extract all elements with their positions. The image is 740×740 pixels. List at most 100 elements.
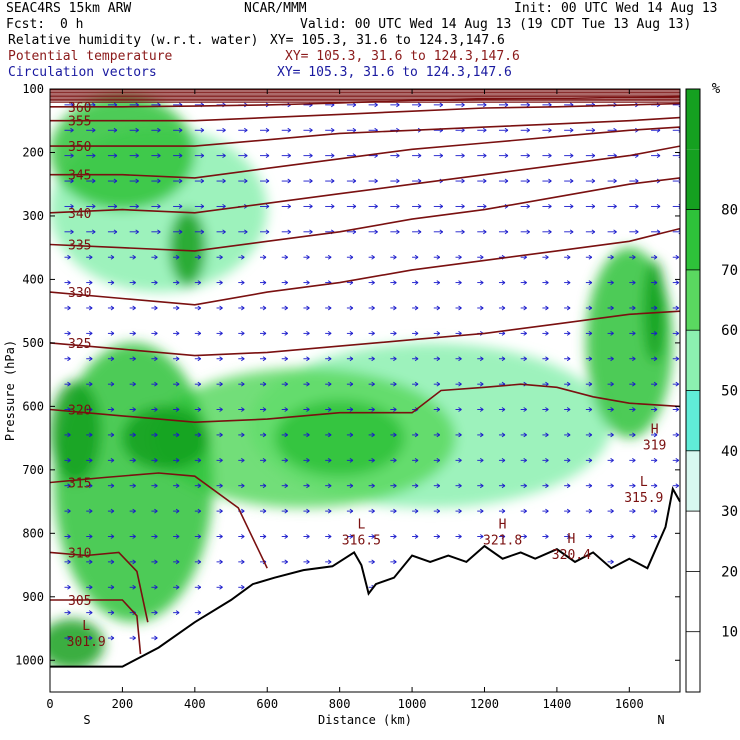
vector-arrowhead	[241, 254, 245, 260]
terrain	[50, 486, 681, 692]
vector-arrowhead	[306, 559, 310, 565]
vector-arrowhead	[479, 508, 484, 514]
vector-arrowhead	[417, 229, 422, 235]
vector-arrowhead	[588, 508, 593, 514]
vector-arrowhead	[523, 280, 527, 285]
vector-arrowhead	[197, 508, 202, 514]
vector-arrowhead	[569, 204, 574, 209]
vector-arrowhead	[371, 534, 375, 539]
vector-arrowhead	[178, 229, 183, 235]
vector-arrowhead	[610, 559, 614, 565]
vector-arrowhead	[135, 204, 139, 209]
vector-arrowhead	[132, 635, 136, 641]
vector-arrowhead	[523, 432, 527, 438]
vector-arrowhead	[67, 305, 71, 311]
vector-arrowhead	[526, 229, 530, 235]
vector-arrowhead	[88, 330, 93, 336]
vector-arrowhead	[414, 381, 419, 387]
vector-arrowhead	[371, 381, 375, 387]
vector-arrowhead	[284, 483, 288, 489]
vector-arrowhead	[393, 356, 397, 362]
vector-arrowhead	[482, 204, 487, 209]
vector-arrowhead	[200, 127, 205, 133]
vector-arrowhead	[219, 559, 223, 565]
vector-arrowhead	[393, 280, 397, 285]
vector-arrowhead	[88, 381, 93, 387]
vector-arrowhead	[501, 305, 506, 311]
vector-arrowhead	[284, 305, 288, 311]
vector-arrowhead	[197, 381, 202, 387]
vector-arrowhead	[110, 610, 115, 616]
fcst-value: 0 h	[60, 17, 84, 32]
vector-arrowhead	[284, 508, 288, 514]
vector-arrowhead	[566, 356, 571, 362]
colorbar-tick-label: 40	[721, 444, 738, 460]
vector-arrowhead	[197, 280, 202, 285]
vector-arrowhead	[284, 407, 288, 412]
y-tick-label: 900	[22, 590, 44, 604]
colorbar-tick-label: 30	[721, 504, 738, 520]
vector-arrowhead	[653, 356, 658, 362]
vector-arrowhead	[653, 407, 658, 412]
vector-arrowhead	[632, 305, 636, 311]
vector-arrowhead	[675, 254, 680, 260]
vector-arrowhead	[178, 178, 183, 184]
vector-arrowhead	[284, 559, 288, 565]
vector-arrowhead	[327, 254, 332, 260]
vector-arrowhead	[327, 534, 332, 539]
vector-arrowhead	[219, 483, 223, 489]
vector-arrowhead	[306, 381, 310, 387]
vector-arrowhead	[135, 153, 139, 159]
vector-arrowhead	[613, 229, 617, 235]
vector-arrowhead	[132, 432, 136, 438]
theta-label-325: 325	[68, 337, 91, 352]
valid-time: Valid: 00 UTC Wed 14 Aug 13 (19 CDT Tue …	[300, 17, 692, 32]
vector-arrowhead	[523, 457, 527, 463]
vector-arrowhead	[548, 229, 552, 235]
vector-arrowhead	[439, 229, 444, 235]
vector-arrowhead	[656, 204, 661, 209]
colorbar: 10 20 30 40 50 60 70 80%	[685, 81, 738, 693]
field-theta-xy: XY= 105.3, 31.6 to 124.3,147.6	[285, 49, 520, 64]
vector-arrowhead	[222, 204, 226, 209]
vector-arrowhead	[414, 305, 419, 311]
colorbar-segment	[686, 511, 700, 572]
vector-arrowhead	[545, 330, 549, 336]
vector-arrowhead	[135, 178, 139, 184]
vector-arrowhead	[262, 508, 267, 514]
vector-arrowhead	[526, 178, 530, 184]
vector-arrowhead	[197, 432, 202, 438]
vector-arrowhead	[241, 457, 245, 463]
vector-arrowhead	[675, 280, 680, 285]
vector-arrowhead	[458, 457, 462, 463]
vector-arrowhead	[88, 534, 93, 539]
theta-contour-305	[50, 599, 142, 654]
vector-arrowhead	[610, 356, 614, 362]
vector-arrowhead	[414, 330, 419, 336]
vector-arrowhead	[241, 330, 245, 336]
vector-arrowhead	[371, 483, 375, 489]
vector-arrowhead	[132, 407, 136, 412]
vector-arrowhead	[265, 204, 270, 209]
theta-contour-310	[50, 551, 149, 623]
vector-arrowhead	[349, 483, 354, 489]
vector-arrowhead	[349, 407, 354, 412]
theta-label-350: 350	[68, 140, 91, 155]
vector-arrowhead	[91, 204, 96, 209]
vector-arrowhead	[675, 330, 680, 336]
vector-arrowhead	[88, 407, 93, 412]
vector-arrowhead	[154, 432, 158, 438]
vector-arrowhead	[504, 178, 509, 184]
y-tick-label: 200	[22, 145, 44, 159]
vector-arrowhead	[287, 178, 291, 184]
terrain-fill	[50, 488, 680, 692]
vector-arrowhead	[566, 381, 571, 387]
vector-arrowhead	[501, 280, 506, 285]
vector-arrowhead	[287, 204, 291, 209]
vector-arrowhead	[67, 356, 71, 362]
theta-label-360: 360	[68, 101, 91, 116]
x-tick-label: 600	[256, 697, 278, 711]
vector-arrowhead	[414, 508, 419, 514]
vector-arrowhead	[330, 153, 335, 159]
